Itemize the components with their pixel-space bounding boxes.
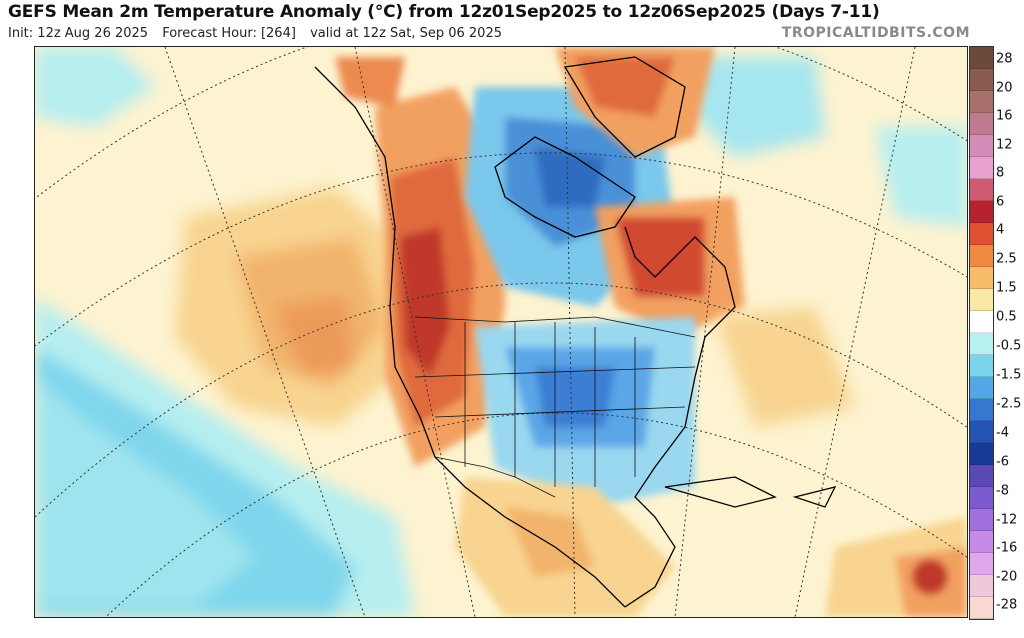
political-borders <box>414 316 696 498</box>
colorbar-swatch <box>970 575 993 597</box>
colorbar-swatch <box>970 443 993 465</box>
mexico-warm <box>455 477 675 617</box>
colorbar-label: 8 <box>996 165 1005 181</box>
colorbar-swatch <box>970 311 993 333</box>
anomaly-map <box>34 46 968 618</box>
colorbar-swatch <box>970 553 993 575</box>
coastlines <box>314 56 837 608</box>
colorbar-swatch <box>970 487 993 509</box>
colorbar-label: -28 <box>996 597 1018 613</box>
colorbar-label: 1.5 <box>996 280 1017 296</box>
colorbar-label: 0.5 <box>996 309 1017 325</box>
init-time: Init: 12z Aug 26 2025 <box>8 26 149 41</box>
colorbar-label: -6 <box>996 454 1009 470</box>
colorbar-labels: 28 20 16 12 8 6 4 2.5 1.5 0.5 -0.5 -1.5 -2.5 -4 -6 -8 -1… <box>996 46 1024 618</box>
colorbar-swatch <box>970 355 993 377</box>
colorbar-swatch <box>970 333 993 355</box>
colorbar-label: 12 <box>996 137 1013 153</box>
colorbar-swatch <box>970 113 993 135</box>
map-svg <box>35 47 967 617</box>
brand-watermark: TROPICALTIDBITS.COM <box>781 25 970 41</box>
colorbar-swatch <box>970 597 993 619</box>
colorbar-label: -4 <box>996 425 1009 441</box>
colorbar-swatch <box>970 267 993 289</box>
colorbar-label: -8 <box>996 483 1009 499</box>
colorbar-swatch <box>970 245 993 267</box>
valid-time: valid at 12z Sat, Sep 06 2025 <box>310 26 502 41</box>
colorbar-swatch <box>970 47 993 69</box>
colorbar-label: -1.5 <box>996 367 1022 383</box>
colorbar-swatch <box>970 135 993 157</box>
map-subtitle: Init: 12z Aug 26 2025 Forecast Hour: [26… <box>8 26 512 41</box>
colorbar-swatch <box>970 399 993 421</box>
greenland-warm <box>555 47 715 157</box>
colorbar-swatch <box>970 421 993 443</box>
colorbar-swatch <box>970 377 993 399</box>
colorbar-swatch <box>970 179 993 201</box>
colorbar-swatch <box>970 201 993 223</box>
colorbar-label: -12 <box>996 512 1018 528</box>
colorbar-swatch <box>970 509 993 531</box>
colorbar-swatch <box>970 289 993 311</box>
pacific-cool-band <box>35 47 967 617</box>
colorbar-swatch <box>970 91 993 113</box>
colorbar-label: 6 <box>996 194 1005 210</box>
colorbar-label: 16 <box>996 108 1013 124</box>
colorbar <box>969 46 994 620</box>
colorbar-swatch <box>970 223 993 245</box>
quebec-warm-anomaly <box>595 197 745 337</box>
colorbar-label: 4 <box>996 222 1005 238</box>
colorbar-swatch <box>970 69 993 91</box>
graticule <box>35 47 967 617</box>
colorbar-label: -0.5 <box>996 338 1022 354</box>
colorbar-label: -20 <box>996 569 1018 585</box>
colorbar-label: -2.5 <box>996 396 1022 412</box>
colorbar-label: 2.5 <box>996 251 1017 267</box>
colorbar-label: 28 <box>996 51 1013 67</box>
south-america-warm <box>825 517 967 617</box>
atlantic-warm <box>715 307 855 427</box>
forecast-hour: Forecast Hour: [264] <box>162 26 296 41</box>
colorbar-swatch <box>970 157 993 179</box>
map-title: GEFS Mean 2m Temperature Anomaly (°C) fr… <box>8 2 880 22</box>
colorbar-swatch <box>970 531 993 553</box>
colorbar-swatch <box>970 465 993 487</box>
colorbar-label: 20 <box>996 80 1013 96</box>
colorbar-label: -16 <box>996 540 1018 556</box>
